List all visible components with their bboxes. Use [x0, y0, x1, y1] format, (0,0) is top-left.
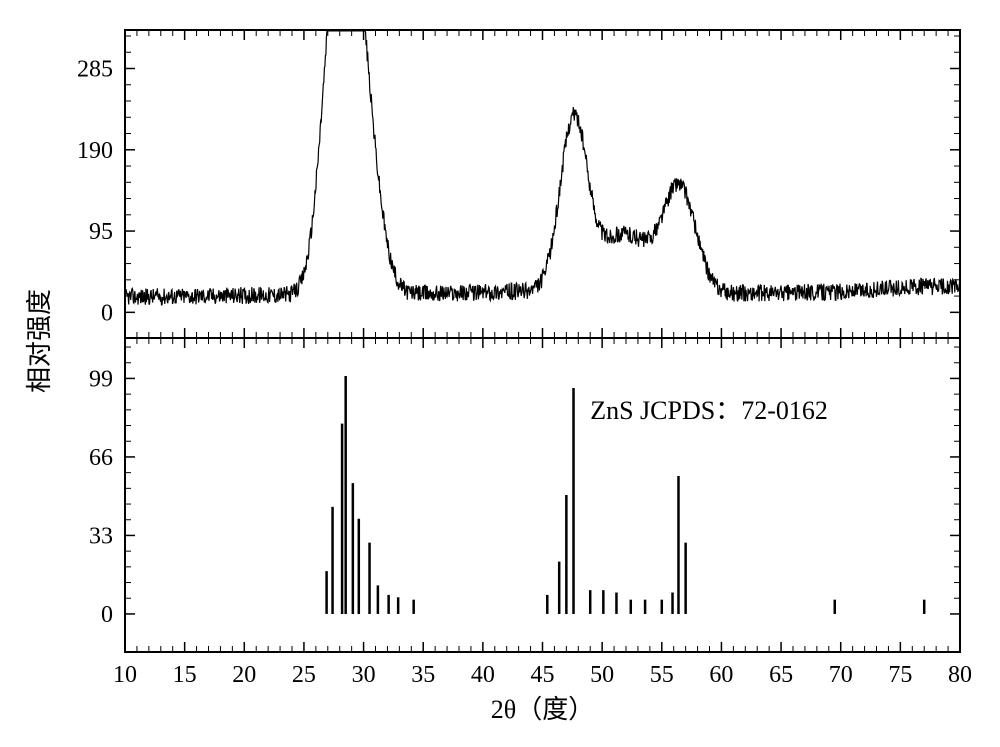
chart-svg: 10 15 20 25 30 35 40 45 50 55 60 65 70 75 80 0 95 190 285 0… — [0, 0, 1000, 747]
x-tick-label: 25 — [292, 662, 316, 688]
x-tick-label: 15 — [173, 662, 197, 688]
x-tick-label: 55 — [650, 662, 674, 688]
x-axis-label: 2θ（度） — [491, 695, 594, 724]
x-tick-label: 75 — [888, 662, 912, 688]
x-tick-label: 45 — [531, 662, 555, 688]
x-tick-label: 10 — [113, 662, 137, 688]
x-tick-label: 50 — [590, 662, 614, 688]
annotation-jcpds: ZnS JCPDS：72-0162 — [590, 396, 828, 425]
y-tick-label-bot: 66 — [89, 445, 113, 471]
xrd-figure: 10 15 20 25 30 35 40 45 50 55 60 65 70 75 80 0 95 190 285 0… — [0, 0, 1000, 747]
x-tick-label: 70 — [829, 662, 853, 688]
y-axis-label: 相对强度 — [25, 289, 54, 393]
x-tick-label: 60 — [709, 662, 733, 688]
x-tick-label: 80 — [948, 662, 972, 688]
y-tick-label-top: 190 — [77, 138, 113, 164]
x-tick-label: 65 — [769, 662, 793, 688]
y-tick-label-top: 0 — [101, 300, 113, 326]
x-tick-label: 20 — [232, 662, 256, 688]
y-tick-label-bot: 0 — [101, 602, 113, 628]
x-tick-label: 35 — [411, 662, 435, 688]
y-tick-label-top: 95 — [89, 219, 113, 245]
xrd-pattern-line — [125, 31, 960, 305]
x-tick-label: 40 — [471, 662, 495, 688]
x-tick-label: 30 — [352, 662, 376, 688]
y-tick-label-top: 285 — [77, 57, 113, 83]
y-tick-label-bot: 33 — [89, 523, 113, 549]
y-tick-label-bot: 99 — [89, 366, 113, 392]
